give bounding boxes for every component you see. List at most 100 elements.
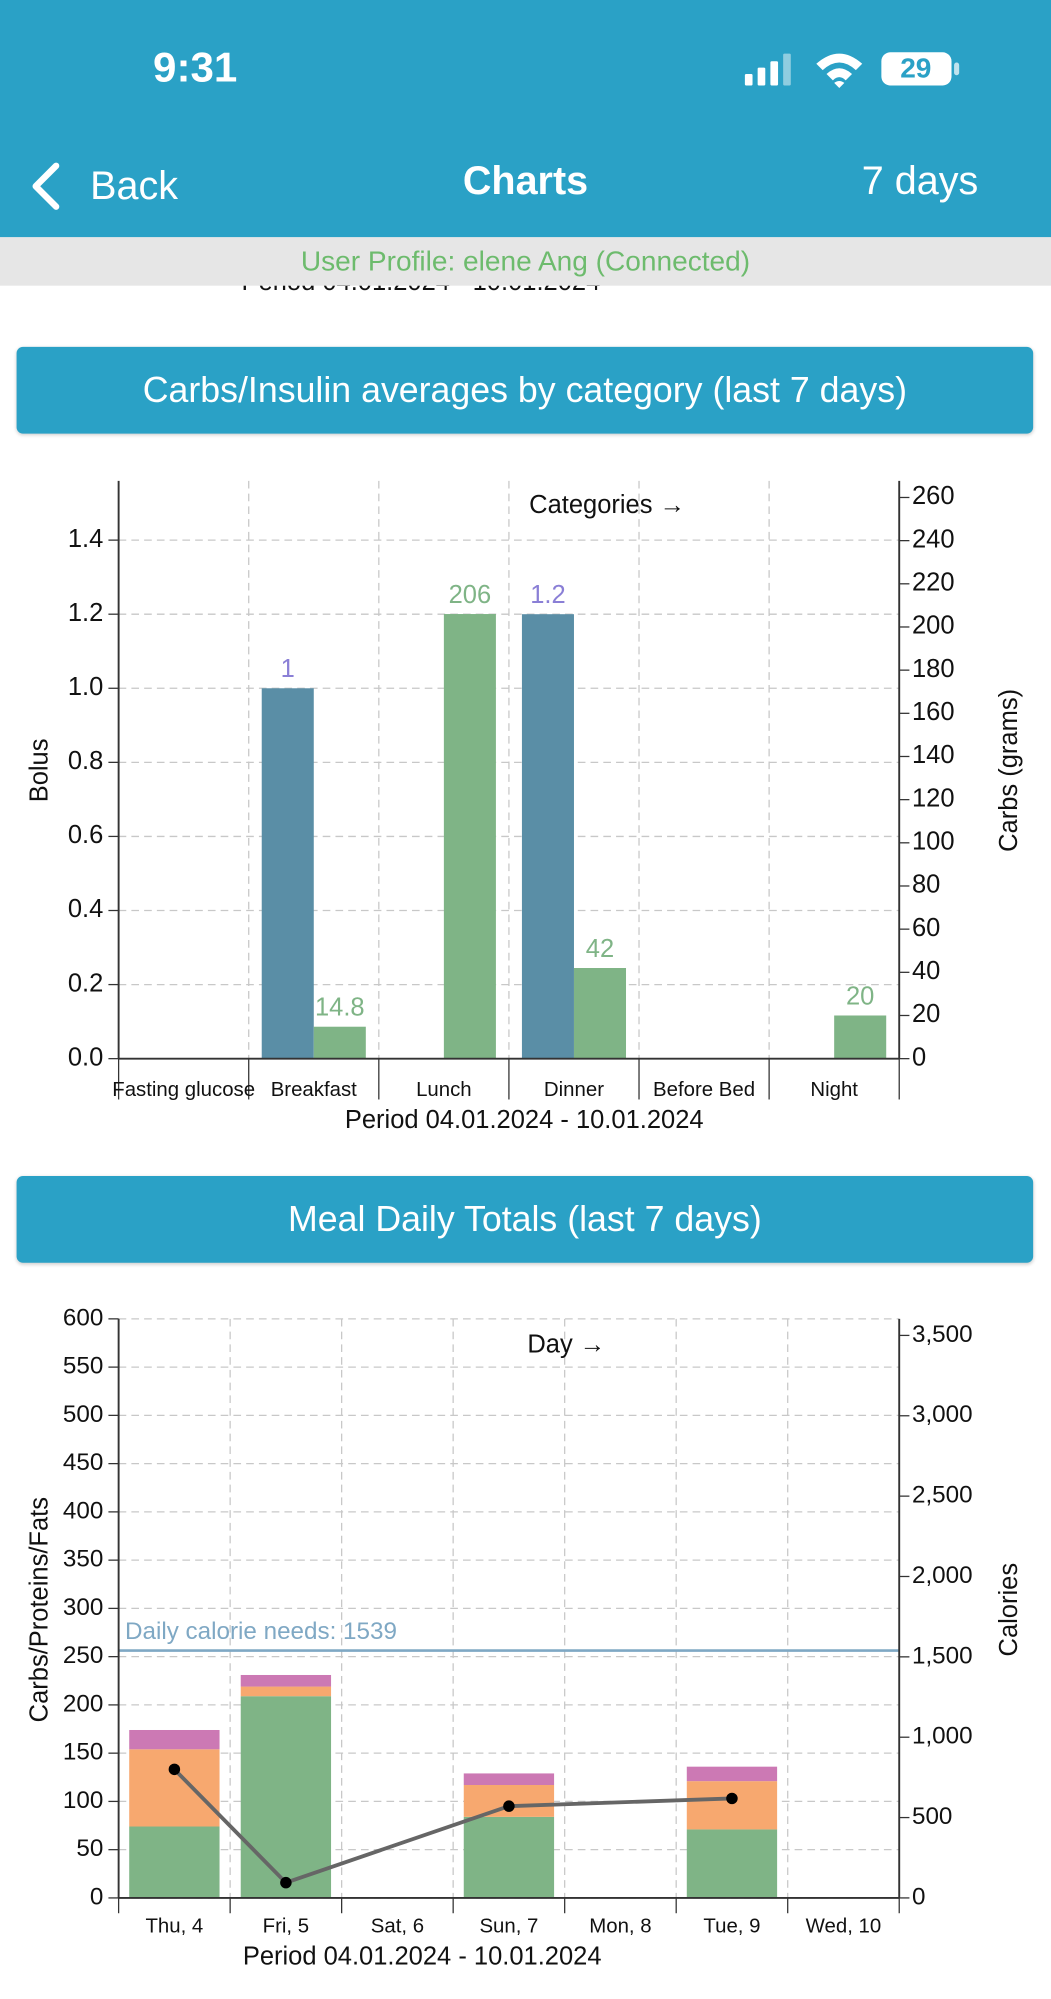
y2-axis-title: Carbs (grams) [995, 689, 1023, 852]
y2-tick-label: 1,500 [912, 1642, 973, 1669]
y-tick-label: 50 [76, 1835, 103, 1862]
y2-tick-label: 220 [912, 569, 955, 597]
bar [313, 1026, 366, 1059]
y2-tick-label: 20 [912, 1000, 940, 1028]
back-button[interactable]: Back [28, 156, 178, 212]
y2-tick-label: 2,000 [912, 1562, 973, 1589]
bar-value-label: 1.2 [530, 581, 565, 609]
y2-tick-label: 180 [912, 655, 955, 683]
signal-bar [783, 53, 791, 86]
y2-tick-label: 2,500 [912, 1482, 973, 1509]
calorie-line [173, 1768, 733, 1885]
y2-axis-title: Calories [995, 1563, 1023, 1657]
x-tick-label: Sun, 7 [479, 1916, 538, 1938]
bar-value-label: 20 [846, 982, 874, 1010]
x-axis-title: Period 04.01.2024 - 10.01.2024 [243, 1943, 602, 1971]
battery-level [883, 54, 904, 83]
y-tick-label: 1.4 [68, 525, 103, 553]
x-tick-label: Thu, 4 [145, 1916, 203, 1938]
x-tick-label: Lunch [416, 1079, 472, 1101]
y2-tick-label: 140 [912, 741, 955, 769]
y2-tick-label: 100 [912, 828, 955, 856]
y-tick-label: 150 [63, 1739, 103, 1766]
x-tick-label: Fasting glucose [112, 1079, 255, 1101]
y-tick-label: 600 [63, 1304, 103, 1331]
y-tick-label: 550 [63, 1353, 103, 1380]
x-axis-title: Period 04.01.2024 - 10.01.2024 [345, 1106, 704, 1134]
y2-tick-label: 160 [912, 698, 955, 726]
y-tick-label: 300 [63, 1594, 103, 1621]
y2-tick-label: 1,000 [912, 1723, 973, 1750]
x-tick-label: Breakfast [271, 1079, 357, 1101]
bar-segment [129, 1749, 220, 1827]
status-time: 9:31 [153, 43, 238, 91]
signal-bar [744, 73, 753, 86]
chart-header: Carbs/Insulin averages by category (last… [16, 346, 1034, 434]
y2-tick-label: 3,000 [912, 1401, 973, 1428]
y-tick-label: 0.6 [68, 821, 103, 849]
battery-cap [954, 62, 960, 76]
bar-value-label: 206 [449, 581, 492, 609]
y2-tick-label: 0 [912, 1043, 926, 1071]
x-tick-label: Fri, 5 [263, 1916, 309, 1938]
x-tick-label: Tue, 9 [703, 1916, 760, 1938]
y2-tick-label: 3,500 [912, 1321, 973, 1348]
y-tick-label: 350 [63, 1546, 103, 1573]
y-tick-label: 450 [63, 1449, 103, 1476]
y-axis-title: Bolus [26, 738, 54, 802]
battery-percent: 29 [900, 53, 931, 84]
bar-segment [686, 1766, 778, 1782]
chart-annotation: Categories → [529, 491, 685, 519]
status-icons: 29 [744, 52, 960, 89]
calorie-point [503, 1800, 515, 1812]
calorie-point [280, 1876, 292, 1889]
y-tick-label: 250 [63, 1642, 103, 1669]
y-tick-label: 0 [90, 1883, 103, 1910]
chart-annotation: Day → [527, 1330, 605, 1358]
top-bar: 9:31 29 Back Charts 7 days [0, 0, 1051, 238]
bar [521, 614, 574, 1059]
bar [834, 1015, 887, 1059]
y2-tick-label: 60 [912, 914, 940, 942]
y2-tick-label: 260 [912, 482, 955, 510]
calorie-point [168, 1763, 181, 1776]
bar-value-label: 14.8 [315, 994, 365, 1022]
x-tick-label: Night [810, 1079, 858, 1101]
y-tick-label: 100 [63, 1787, 103, 1814]
signal-bar [770, 61, 779, 86]
y2-tick-label: 240 [912, 525, 955, 553]
bar-segment [463, 1816, 555, 1898]
y-axis-title: Carbs/Proteins/Fats [26, 1497, 54, 1722]
y-tick-label: 0.8 [68, 747, 103, 775]
y2-tick-label: 120 [912, 784, 955, 812]
bar [261, 688, 314, 1059]
bar-segment [686, 1781, 778, 1830]
y2-tick-label: 0 [912, 1883, 925, 1910]
y-tick-label: 1.2 [68, 599, 103, 627]
bar-segment [129, 1729, 220, 1750]
wifi-icon [816, 53, 863, 89]
bar-value-label: 1 [281, 655, 295, 683]
y2-tick-label: 500 [912, 1803, 952, 1830]
reference-label: Daily calorie needs: 1539 [125, 1618, 397, 1645]
x-tick-label: Sat, 6 [371, 1916, 424, 1938]
bar-segment [240, 1696, 332, 1898]
bar-segment [240, 1686, 332, 1697]
x-tick-label: Wed, 10 [806, 1916, 882, 1938]
x-tick-label: Mon, 8 [589, 1916, 651, 1938]
y-tick-label: 200 [63, 1690, 103, 1717]
bar-value-label: 42 [586, 935, 614, 963]
y-tick-label: 400 [63, 1497, 103, 1524]
bar-segment [686, 1829, 778, 1898]
y-tick-label: 0.0 [68, 1043, 103, 1071]
range-button[interactable]: 7 days [861, 158, 979, 203]
x-tick-label: Before Bed [653, 1079, 755, 1101]
y2-tick-label: 80 [912, 871, 940, 899]
y-tick-label: 1.0 [68, 673, 103, 701]
back-label: Back [90, 163, 178, 208]
bar [443, 614, 496, 1059]
x-tick-label: Dinner [544, 1079, 604, 1101]
